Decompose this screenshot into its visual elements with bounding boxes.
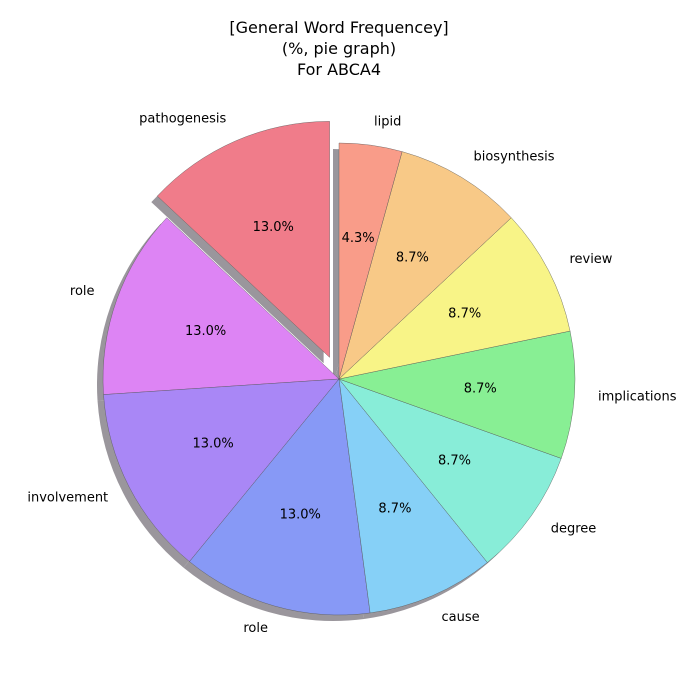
pie-slice-8	[338, 217, 571, 380]
pie-labels: 13.0% pathogenesis 13.0% role 13.0% involveme…	[27, 112, 676, 637]
slice-category-label-6: degree	[551, 522, 597, 537]
slice-value-label-2: 13.0%	[185, 324, 226, 339]
slice-category-label-1: pathogenesis	[139, 112, 226, 127]
pie-slice-5	[338, 378, 488, 614]
slice-category-label-5: cause	[442, 610, 480, 625]
slice-category-label-10: lipid	[374, 114, 401, 129]
pie-slice-7	[338, 330, 576, 459]
slice-value-label-9: 8.7%	[396, 250, 429, 265]
slice-category-label-7: implications	[598, 389, 677, 404]
slice-value-label-7: 8.7%	[464, 381, 497, 396]
slice-value-label-6: 8.7%	[438, 453, 471, 468]
pie-slices	[102, 121, 576, 616]
slice-value-label-8: 8.7%	[448, 306, 481, 321]
slice-value-label-5: 8.7%	[378, 502, 411, 517]
slice-value-label-1: 13.0%	[253, 220, 294, 235]
chart-title-line-2: (%, pie graph)	[282, 39, 396, 58]
pie-slice-10	[338, 142, 403, 380]
chart-title: [General Word Frequencey] (%, pie graph)…	[229, 18, 448, 79]
slice-category-label-9: biosynthesis	[473, 149, 554, 164]
slice-category-label-8: review	[569, 252, 612, 267]
slice-category-label-4: role	[243, 621, 268, 636]
pie-slice-3	[103, 378, 340, 562]
pie-slice-6	[338, 378, 562, 563]
slice-value-label-3: 13.0%	[192, 436, 233, 451]
pie-slice-9	[338, 151, 512, 380]
slice-value-label-4: 13.0%	[280, 508, 321, 523]
chart-title-line-1: [General Word Frequencey]	[229, 18, 448, 37]
chart-title-line-3: For ABCA4	[297, 60, 381, 79]
pie-slice-1	[157, 121, 330, 358]
slice-value-label-10: 4.3%	[342, 231, 375, 246]
slice-category-label-3: involvement	[27, 490, 108, 505]
pie-slice-4	[189, 378, 371, 616]
pie-slice-2	[102, 217, 340, 395]
slice-category-label-2: role	[70, 284, 95, 299]
